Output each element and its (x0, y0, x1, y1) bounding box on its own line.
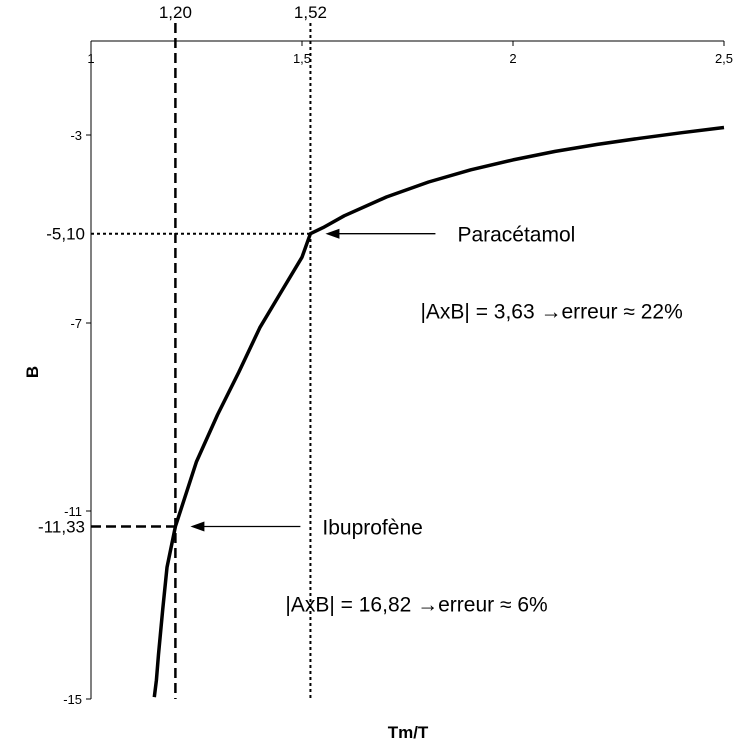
annotation-formula: |AxB| = 16,82 →erreur ≈ 6% (285, 594, 547, 617)
tick-labels: 1 1,5 2 2,5 -3 -7 -11 -15 (63, 51, 733, 707)
reference-label-y: -5,10 (46, 225, 85, 244)
x-tick-label: 1,5 (293, 51, 311, 66)
y-axis-title: B (23, 366, 42, 378)
y-tick-label: -11 (64, 504, 82, 519)
annotation-paracetamol: Paracétamol |AxB| = 3,63 →erreur ≈ 22% (325, 224, 683, 324)
annotation-ibuprofene: Ibuprofène |AxB| = 16,82 →erreur ≈ 6% (190, 517, 548, 617)
data-series-line (152, 125, 725, 698)
series (152, 125, 725, 698)
reference-label-x: 1,52 (294, 3, 327, 22)
reference-label-y: -11,33 (38, 518, 85, 537)
annotation-title: Paracétamol (457, 224, 575, 247)
annotations: Paracétamol |AxB| = 3,63 →erreur ≈ 22% Ibu… (190, 224, 683, 617)
annotation-arrow-head (325, 228, 340, 239)
annotation-title: Ibuprofène (322, 517, 422, 540)
y-tick-label: -3 (70, 128, 82, 143)
x-axis-title: Tm/T (388, 723, 429, 742)
x-tick-label: 2 (509, 51, 516, 66)
y-tick-label: -15 (63, 692, 82, 707)
x-tick-label: 1 (87, 51, 94, 66)
y-tick-label: -7 (70, 316, 82, 331)
axes (86, 40, 725, 700)
reference-label-x: 1,20 (159, 3, 192, 22)
annotation-formula: |AxB| = 3,63 →erreur ≈ 22% (420, 301, 682, 324)
annotation-arrow-head (190, 521, 205, 532)
x-tick-label: 2,5 (715, 51, 733, 66)
reference-lines: 1,20 1,52 -5,10 -11,33 (38, 3, 327, 699)
